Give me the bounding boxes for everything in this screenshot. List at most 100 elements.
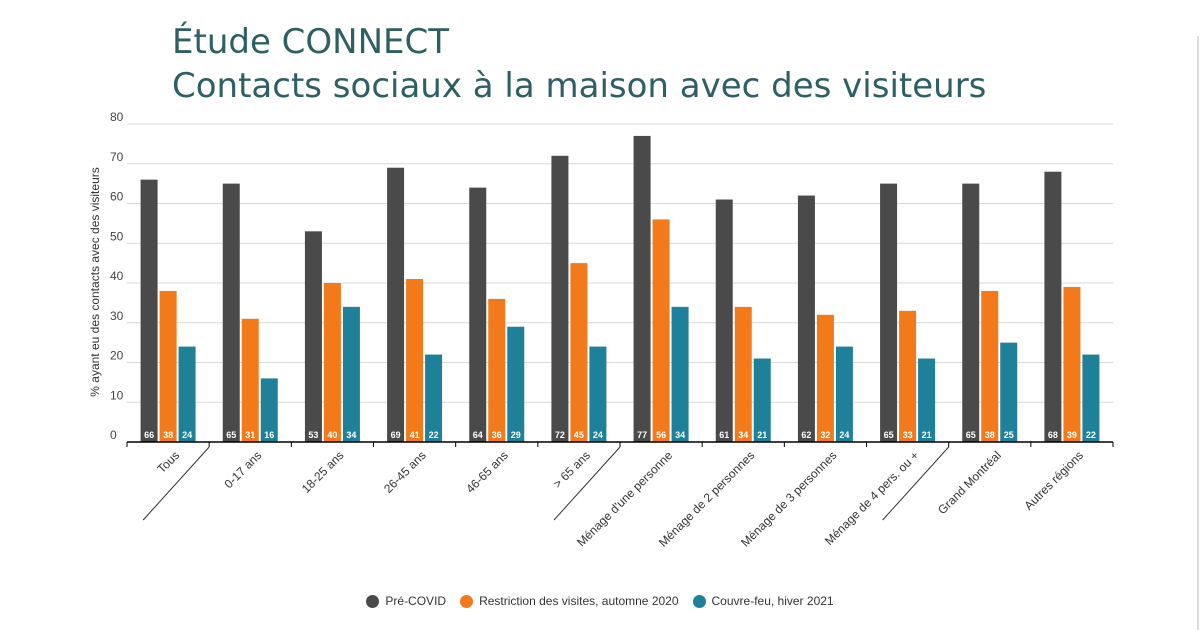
data-label: 24	[182, 430, 192, 440]
x-tick-label: 26-45 ans	[381, 448, 429, 496]
bar	[880, 183, 898, 442]
y-tick-label: 30	[110, 309, 124, 323]
data-label: 65	[966, 430, 976, 440]
bar	[1063, 286, 1081, 442]
y-tick-label: 80	[110, 110, 124, 124]
legend-label-pre-covid: Pré-COVID	[385, 594, 447, 608]
data-label: 25	[1004, 430, 1014, 440]
bar	[406, 279, 424, 442]
bar	[835, 346, 853, 442]
bar	[140, 179, 158, 442]
data-label: 53	[308, 430, 318, 440]
y-tick-label: 10	[110, 388, 124, 402]
bar	[323, 283, 341, 442]
page-title: Étude CONNECT	[172, 22, 450, 62]
bar	[260, 378, 278, 442]
group-separator	[142, 446, 210, 521]
x-tick-label: 18-25 ans	[299, 448, 347, 496]
bar	[178, 346, 196, 442]
bar	[387, 167, 405, 442]
bar	[507, 326, 525, 442]
legend-item-pre-covid: Pré-COVID	[366, 594, 446, 608]
bar	[715, 199, 733, 442]
data-label: 22	[1086, 430, 1096, 440]
edge-divider	[1197, 36, 1199, 630]
bar	[241, 318, 259, 442]
chart-legend: Pré-COVID Restriction des visites, autom…	[0, 594, 1200, 608]
bar	[816, 314, 834, 442]
legend-swatch-pre-covid	[366, 594, 380, 608]
data-label: 34	[738, 430, 748, 440]
bar	[222, 183, 240, 442]
bar	[304, 231, 322, 442]
y-tick-label: 0	[110, 428, 117, 442]
data-label: 41	[410, 430, 420, 440]
data-label: 38	[985, 430, 995, 440]
bar	[918, 358, 936, 442]
data-label: 34	[675, 430, 685, 440]
data-label: 21	[922, 430, 932, 440]
data-label: 16	[264, 430, 274, 440]
y-axis-label: % ayant eu des contacts avec des visiteu…	[88, 167, 102, 396]
data-label: 72	[555, 430, 565, 440]
data-label: 77	[637, 430, 647, 440]
x-tick-label: Grand Montréal	[935, 448, 1004, 517]
data-label: 39	[1067, 430, 1077, 440]
legend-swatch-restriction	[460, 594, 474, 608]
data-label: 21	[757, 430, 767, 440]
y-tick-label: 20	[110, 349, 124, 363]
bar	[652, 219, 670, 442]
bar	[753, 358, 771, 442]
data-label: 31	[245, 430, 255, 440]
data-label: 61	[719, 430, 729, 440]
data-label: 24	[593, 430, 603, 440]
data-label: 69	[391, 430, 401, 440]
data-label: 40	[327, 430, 337, 440]
x-tick-label: Ménage de 4 pers. ou +	[822, 448, 922, 548]
y-tick-label: 50	[110, 229, 124, 243]
data-label: 45	[574, 430, 584, 440]
bar	[425, 354, 443, 442]
bar	[551, 155, 569, 443]
bar	[589, 346, 607, 442]
bar	[981, 290, 999, 442]
x-tick-label: Tous	[154, 448, 182, 476]
legend-swatch-couvre-feu	[692, 594, 706, 608]
data-label: 36	[492, 430, 502, 440]
data-label: 24	[839, 430, 849, 440]
bar	[469, 187, 487, 442]
data-label: 64	[473, 430, 483, 440]
data-label: 66	[144, 430, 154, 440]
data-label: 56	[656, 430, 666, 440]
bar	[570, 263, 588, 442]
data-label: 38	[163, 430, 173, 440]
bar	[1000, 342, 1018, 442]
y-tick-label: 40	[110, 269, 124, 283]
bar	[1082, 354, 1100, 442]
data-label: 34	[346, 430, 356, 440]
data-label: 32	[820, 430, 830, 440]
data-label: 65	[226, 430, 236, 440]
page-subtitle: Contacts sociaux à la maison avec des vi…	[172, 66, 987, 106]
data-label: 22	[429, 430, 439, 440]
x-tick-label: 0-17 ans	[221, 448, 264, 491]
legend-item-couvre-feu: Couvre-feu, hiver 2021	[692, 594, 834, 608]
legend-label-restriction: Restriction des visites, automne 2020	[479, 594, 679, 608]
y-tick-label: 70	[110, 150, 124, 164]
group-separator	[882, 446, 950, 521]
legend-item-restriction: Restriction des visites, automne 2020	[460, 594, 679, 608]
data-label: 62	[801, 430, 811, 440]
bar	[342, 306, 360, 442]
bar	[488, 298, 506, 442]
group-separator	[553, 446, 621, 521]
data-label: 68	[1048, 430, 1058, 440]
x-tick-label: 46-65 ans	[463, 448, 511, 496]
bar	[159, 290, 177, 442]
data-label: 33	[903, 430, 913, 440]
legend-label-couvre-feu: Couvre-feu, hiver 2021	[711, 594, 834, 608]
bar	[962, 183, 980, 442]
data-label: 29	[511, 430, 521, 440]
data-label: 65	[884, 430, 894, 440]
y-tick-label: 60	[110, 190, 124, 204]
